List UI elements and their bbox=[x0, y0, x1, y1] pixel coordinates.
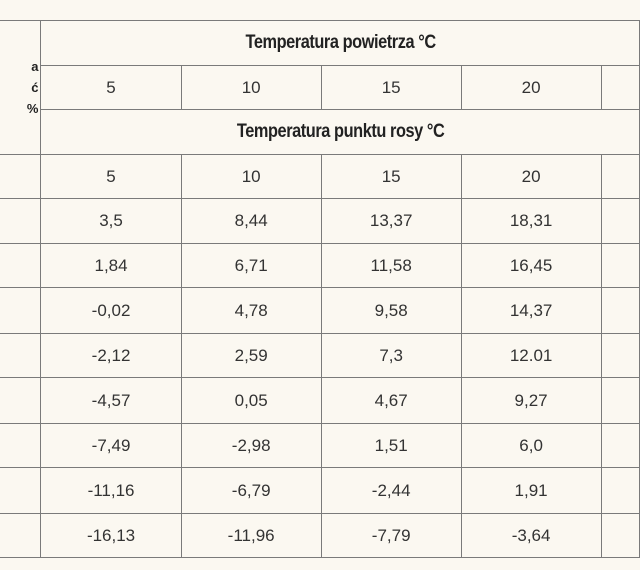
dew-point-table: a ć % Temperatura powietrza °C 5 10 15 2… bbox=[0, 20, 640, 558]
air-temp-overflow bbox=[600, 65, 640, 110]
table-row: -0,02 4,78 9,58 14,37 bbox=[0, 287, 640, 334]
table-row: 1,84 6,71 11,58 16,45 bbox=[0, 243, 640, 288]
table-cell: -6,79 bbox=[180, 467, 322, 514]
air-temp-5: 5 bbox=[40, 65, 182, 110]
air-temp-15: 15 bbox=[320, 65, 462, 110]
table-cell: -11,96 bbox=[180, 513, 322, 558]
table-cell: -16,13 bbox=[40, 513, 182, 558]
humidity-header-line-3: % bbox=[26, 101, 39, 116]
table-cell: -11,16 bbox=[40, 467, 182, 514]
table-cell: 1,51 bbox=[320, 423, 462, 468]
table-cell: -4,57 bbox=[40, 377, 182, 424]
table-cell: 4,78 bbox=[180, 287, 322, 334]
table-cell: 8,44 bbox=[180, 198, 322, 244]
table-cell: 9,58 bbox=[320, 287, 462, 334]
table-row: -7,49 -2,98 1,51 6,0 bbox=[0, 423, 640, 468]
row-label bbox=[0, 377, 42, 424]
air-temp-20: 20 bbox=[460, 65, 602, 110]
table-cell: 2,59 bbox=[180, 333, 322, 378]
table-cell: -0,02 bbox=[40, 287, 182, 334]
humidity-header-line-2: ć bbox=[31, 80, 39, 95]
table-cell: 18,31 bbox=[460, 198, 602, 244]
table-cell-overflow bbox=[600, 333, 640, 378]
humidity-header-cell: a ć % bbox=[0, 20, 42, 155]
row-label bbox=[0, 333, 42, 378]
table-row: 3,5 8,44 13,37 18,31 bbox=[0, 198, 640, 244]
table-cell: -7,49 bbox=[40, 423, 182, 468]
table-cell: 6,0 bbox=[460, 423, 602, 468]
empty-label-cell bbox=[0, 154, 42, 199]
table-row: -11,16 -6,79 -2,44 1,91 bbox=[0, 467, 640, 514]
table-cell-overflow bbox=[600, 423, 640, 468]
dew-point-table-wrapper: a ć % Temperatura powietrza °C 5 10 15 2… bbox=[0, 20, 640, 558]
table-cell: 11,58 bbox=[320, 243, 462, 288]
table-cell: -2,12 bbox=[40, 333, 182, 378]
table-cell: 6,71 bbox=[180, 243, 322, 288]
table-cell: 12.01 bbox=[460, 333, 602, 378]
dew-temp-10: 10 bbox=[180, 154, 322, 199]
table-cell: -7,79 bbox=[320, 513, 462, 558]
table-row: -4,57 0,05 4,67 9,27 bbox=[0, 377, 640, 424]
table-cell-overflow bbox=[600, 243, 640, 288]
table-cell: 7,3 bbox=[320, 333, 462, 378]
row-label bbox=[0, 243, 42, 288]
table-cell: 1,84 bbox=[40, 243, 182, 288]
dew-temp-5: 5 bbox=[40, 154, 182, 199]
row-label bbox=[0, 513, 42, 558]
table-row: -16,13 -11,96 -7,79 -3,64 bbox=[0, 513, 640, 558]
dew-temp-overflow bbox=[600, 154, 640, 199]
air-temp-10: 10 bbox=[180, 65, 322, 110]
row-label bbox=[0, 198, 42, 244]
table-cell: 0,05 bbox=[180, 377, 322, 424]
table-cell: -2,44 bbox=[320, 467, 462, 514]
row-label bbox=[0, 287, 42, 334]
table-cell-overflow bbox=[600, 467, 640, 514]
table-cell: 4,67 bbox=[320, 377, 462, 424]
dew-point-title: Temperatura punktu rosy °C bbox=[40, 109, 640, 155]
table-cell: -3,64 bbox=[460, 513, 602, 558]
dew-temp-15: 15 bbox=[320, 154, 462, 199]
dew-temp-20: 20 bbox=[460, 154, 602, 199]
air-temperature-title: Temperatura powietrza °C bbox=[40, 20, 640, 66]
table-cell: 16,45 bbox=[460, 243, 602, 288]
table-cell-overflow bbox=[600, 513, 640, 558]
humidity-header-line-1: a bbox=[31, 59, 39, 74]
table-cell: 14,37 bbox=[460, 287, 602, 334]
table-cell: 13,37 bbox=[320, 198, 462, 244]
table-cell: 1,91 bbox=[460, 467, 602, 514]
table-cell: 9,27 bbox=[460, 377, 602, 424]
table-row: -2,12 2,59 7,3 12.01 bbox=[0, 333, 640, 378]
table-cell: 3,5 bbox=[40, 198, 182, 244]
table-cell-overflow bbox=[600, 377, 640, 424]
table-cell-overflow bbox=[600, 198, 640, 244]
table-cell: -2,98 bbox=[180, 423, 322, 468]
row-label bbox=[0, 423, 42, 468]
table-cell-overflow bbox=[600, 287, 640, 334]
row-label bbox=[0, 467, 42, 514]
